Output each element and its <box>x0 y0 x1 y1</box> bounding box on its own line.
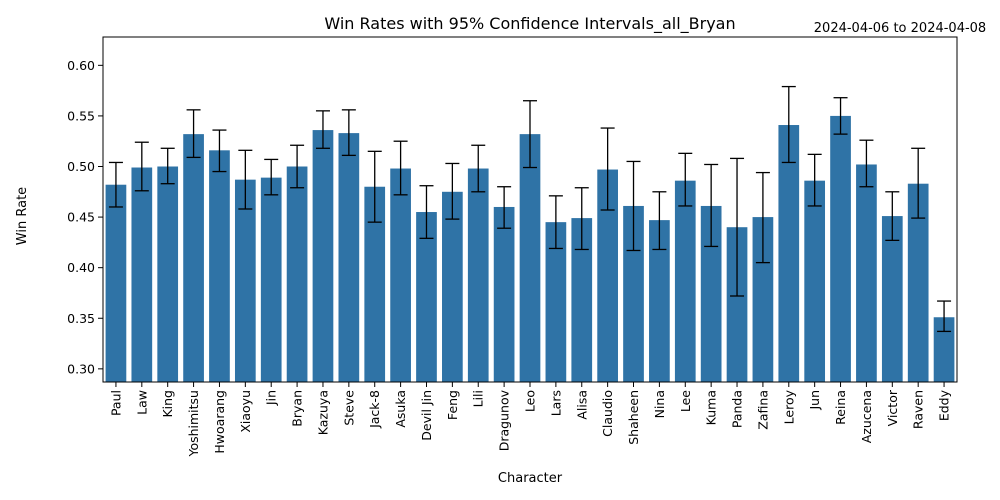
x-tick-label: Lars <box>548 390 563 416</box>
bar <box>338 133 360 382</box>
x-tick-label: Lili <box>471 390 486 407</box>
y-tick-label: 0.30 <box>67 361 95 376</box>
y-tick-label: 0.55 <box>67 108 95 123</box>
bar <box>571 218 593 382</box>
plot-frame <box>102 36 958 383</box>
bar <box>390 168 411 382</box>
x-tick-label: Leo <box>523 390 538 412</box>
bar <box>416 212 437 382</box>
x-axis-label: Character <box>498 471 563 486</box>
x-tick-label: King <box>160 390 175 418</box>
x-tick-label: Xiaoyu <box>238 390 253 433</box>
x-tick-label: Panda <box>730 390 745 428</box>
y-tick-label: 0.45 <box>67 210 95 225</box>
bar <box>157 166 179 382</box>
bar <box>467 168 489 382</box>
x-tick-label: Jack-8 <box>367 390 382 429</box>
x-tick-label: Raven <box>911 390 926 429</box>
y-axis-label: Win Rate <box>15 187 30 245</box>
x-tick-label: Lee <box>678 390 693 412</box>
x-tick-label: Steve <box>341 390 356 426</box>
bar <box>183 134 204 382</box>
x-tick-label: Kuma <box>704 390 719 425</box>
y-tick-label: 0.50 <box>67 159 95 174</box>
x-tick-label: Yoshimitsu <box>186 390 201 458</box>
x-tick-label: Reina <box>833 390 848 425</box>
bar <box>881 216 903 382</box>
bar <box>726 227 748 382</box>
bar <box>519 134 541 382</box>
bar <box>234 179 256 382</box>
bar <box>545 222 567 382</box>
x-tick-label: Asuka <box>393 390 408 428</box>
x-tick-label: Law <box>134 390 149 415</box>
bar <box>312 130 334 382</box>
bar <box>933 317 955 382</box>
bar <box>493 206 515 382</box>
y-tick-label: 0.40 <box>67 260 95 275</box>
x-tick-label: Zafina <box>755 390 770 430</box>
bar <box>442 191 463 382</box>
x-tick-label: Claudio <box>600 390 615 437</box>
x-tick-label: Victor <box>885 389 900 426</box>
x-tick-label: Eddy <box>937 389 952 421</box>
x-tick-label: Kazuya <box>315 390 330 435</box>
bar <box>286 166 308 382</box>
bar <box>907 183 929 382</box>
bar <box>856 164 877 382</box>
x-tick-label: Bryan <box>290 390 305 427</box>
bar <box>830 115 851 383</box>
bar <box>131 167 153 382</box>
x-tick-label: Jin <box>264 390 279 406</box>
bar <box>597 169 618 382</box>
x-tick-label: Feng <box>445 390 460 420</box>
bar <box>700 205 722 382</box>
x-tick-label: Leroy <box>781 389 796 424</box>
bar <box>804 180 826 382</box>
x-tick-label: Jun <box>807 390 822 411</box>
y-tick-label: 0.60 <box>67 58 95 73</box>
bar <box>778 125 800 382</box>
x-tick-label: Hwoarang <box>212 390 227 454</box>
chart-title: Win Rates with 95% Confidence Intervals_… <box>324 14 735 34</box>
bar <box>209 150 230 382</box>
x-tick-label: Alisa <box>574 390 589 420</box>
bar <box>674 180 696 382</box>
bar <box>260 177 282 382</box>
x-tick-label: Azucena <box>859 390 874 443</box>
plot-area: 0.30 0.35 0.40 0.45 0.50 0.55 0.60 Paul Law King Y… <box>67 58 955 458</box>
bar <box>752 217 774 382</box>
bar <box>364 186 386 382</box>
bar <box>649 220 670 382</box>
date-range-label: 2024-04-06 to 2024-04-08 <box>814 21 986 36</box>
bar <box>105 184 127 382</box>
x-tick-label: Paul <box>108 390 123 416</box>
x-tick-label: Devil Jin <box>419 390 434 441</box>
y-tick-label: 0.35 <box>67 311 95 326</box>
x-tick-label: Shaheen <box>626 390 641 445</box>
x-tick-label: Dragunov <box>497 389 512 451</box>
x-tick-label: Nina <box>652 390 667 418</box>
